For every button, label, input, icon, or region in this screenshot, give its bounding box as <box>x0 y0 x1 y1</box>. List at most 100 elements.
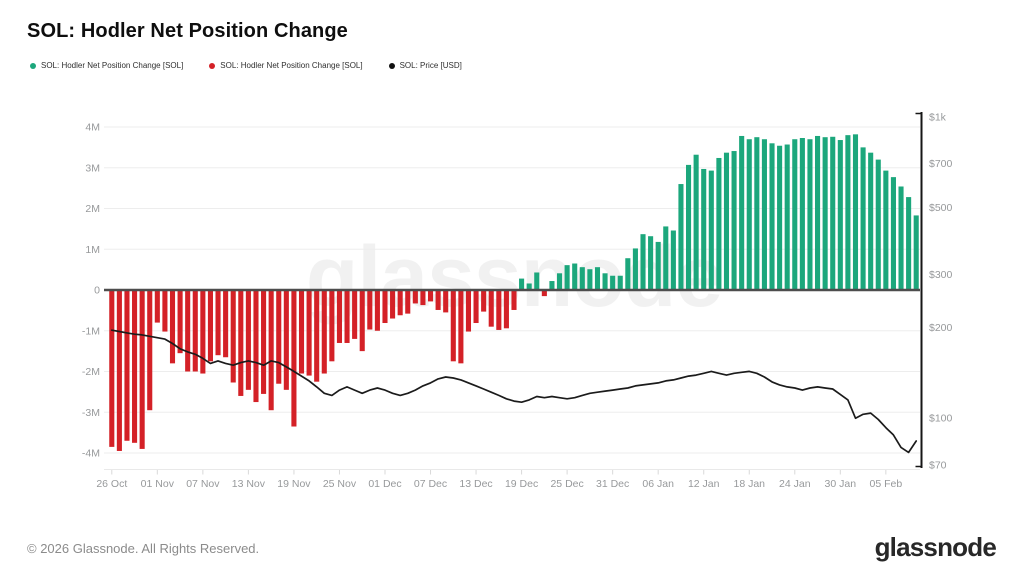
x-axis-label: 24 Jan <box>779 478 811 490</box>
net-position-change-bar <box>109 290 115 447</box>
x-axis-label: 07 Nov <box>186 478 220 490</box>
net-position-change-bar <box>731 151 737 290</box>
price-line <box>110 329 918 454</box>
net-position-change-bar <box>488 290 494 327</box>
net-position-change-bar <box>883 170 889 290</box>
net-position-change-bar <box>207 290 213 362</box>
net-position-change-bar <box>723 152 730 290</box>
footer-copyright: © 2026 Glassnode. All Rights Reserved. <box>27 541 260 556</box>
net-position-change-bar <box>519 278 525 290</box>
x-axis-label: 19 Nov <box>277 478 311 490</box>
net-position-change-bar <box>192 290 198 372</box>
net-position-change-bar <box>549 281 555 290</box>
net-position-change-bar <box>427 290 434 302</box>
net-position-change-bar <box>511 290 517 310</box>
net-position-change-bar <box>769 143 775 290</box>
right-axis-label: $200 <box>929 322 953 334</box>
x-axis-label: 25 Nov <box>323 478 357 490</box>
legend-item-hodler-negative[interactable]: SOL: Hodler Net Position Change [SOL] <box>209 61 363 70</box>
net-position-change-bar <box>594 267 601 290</box>
net-position-change-bar <box>708 170 714 290</box>
net-position-change-bar <box>868 152 874 290</box>
net-position-change-bar <box>906 197 912 290</box>
left-axis-label: -1M <box>82 325 100 337</box>
net-position-change-bar <box>602 273 608 290</box>
net-position-change-bar <box>336 290 343 343</box>
net-position-change-bar <box>230 290 236 383</box>
net-position-change-bar <box>913 215 919 290</box>
net-position-change-bar <box>397 290 403 316</box>
left-axis-label: 3M <box>85 162 100 174</box>
net-position-change-bar <box>435 290 441 310</box>
net-position-change-bar <box>200 290 206 374</box>
left-axis-label: 0 <box>94 285 100 297</box>
net-position-change-bar <box>268 290 274 411</box>
net-position-change-bar <box>701 168 707 290</box>
legend-item-hodler-positive[interactable]: SOL: Hodler Net Position Change [SOL] <box>30 61 183 70</box>
net-position-change-bar <box>648 236 654 290</box>
net-position-change-bar <box>314 290 320 382</box>
net-position-change-bar <box>367 290 373 330</box>
net-position-change-bar <box>807 139 813 290</box>
net-position-change-bar <box>837 140 843 290</box>
x-axis-label: 07 Dec <box>414 478 447 490</box>
net-position-change-bar <box>875 159 881 290</box>
right-axis-label: $500 <box>929 202 953 214</box>
net-position-change-bar <box>815 135 821 290</box>
glassnode-logo: glassnode <box>874 532 997 562</box>
net-position-change-bar <box>344 290 350 343</box>
left-axis-label: 4M <box>85 122 100 134</box>
left-axis-label: -3M <box>82 407 100 419</box>
net-position-change-bar <box>450 290 456 362</box>
x-axis-label: 12 Jan <box>688 478 720 490</box>
net-position-change-bar <box>610 275 616 290</box>
net-position-change-bar <box>261 290 267 394</box>
net-position-change-bar <box>496 290 502 330</box>
chart-legend: SOL: Hodler Net Position Change [SOL] SO… <box>30 61 462 70</box>
right-axis-label: $300 <box>929 269 953 281</box>
net-position-change-bar <box>238 290 244 396</box>
net-position-change-bar <box>245 290 251 390</box>
left-axis-label: -4M <box>82 448 100 460</box>
x-axis-label: 25 Dec <box>550 478 583 490</box>
net-position-change-bar <box>822 137 828 290</box>
net-position-change-bar <box>754 137 760 290</box>
net-position-change-bar <box>799 138 805 290</box>
net-position-change-bar <box>154 290 160 323</box>
left-axis-label: 1M <box>85 244 100 256</box>
net-position-change-bar <box>253 290 259 403</box>
green-series-dot-icon <box>30 62 36 69</box>
net-position-change-bar <box>215 290 221 356</box>
net-position-change-bar <box>541 290 547 297</box>
net-position-change-bar <box>784 144 790 290</box>
net-position-change-bar <box>116 290 122 451</box>
right-axis-label: $70 <box>929 459 947 471</box>
net-position-change-bar <box>177 290 183 354</box>
net-position-change-bar <box>374 290 380 331</box>
net-position-change-bar <box>291 290 297 427</box>
net-position-change-bar <box>655 241 661 290</box>
net-position-change-bar <box>306 290 312 376</box>
net-position-change-bar <box>405 290 411 314</box>
net-position-change-bar <box>617 275 623 290</box>
net-position-change-bar <box>147 290 153 411</box>
x-axis-label: 05 Feb <box>869 478 902 490</box>
net-position-change-bar <box>716 157 722 290</box>
net-position-change-bar <box>693 154 699 290</box>
net-position-change-bar <box>329 290 335 362</box>
right-axis-label: $1k <box>929 112 947 124</box>
net-position-change-bar <box>852 134 859 290</box>
left-axis-label: 2M <box>85 203 100 215</box>
net-position-change-bar <box>321 290 327 374</box>
legend-item-price[interactable]: SOL: Price [USD] <box>388 61 462 70</box>
net-position-change-bar <box>670 230 676 290</box>
net-position-change-bar <box>139 290 145 449</box>
net-position-change-bar <box>890 177 896 290</box>
net-position-change-bar <box>746 139 752 290</box>
net-position-change-bar <box>761 139 767 290</box>
net-position-change-bar <box>663 226 669 290</box>
right-axis-label: $100 <box>929 413 953 425</box>
net-position-change-bar <box>572 263 578 290</box>
net-position-change-bar <box>640 234 646 290</box>
